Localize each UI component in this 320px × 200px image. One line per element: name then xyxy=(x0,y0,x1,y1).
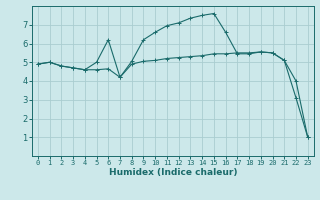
X-axis label: Humidex (Indice chaleur): Humidex (Indice chaleur) xyxy=(108,168,237,177)
